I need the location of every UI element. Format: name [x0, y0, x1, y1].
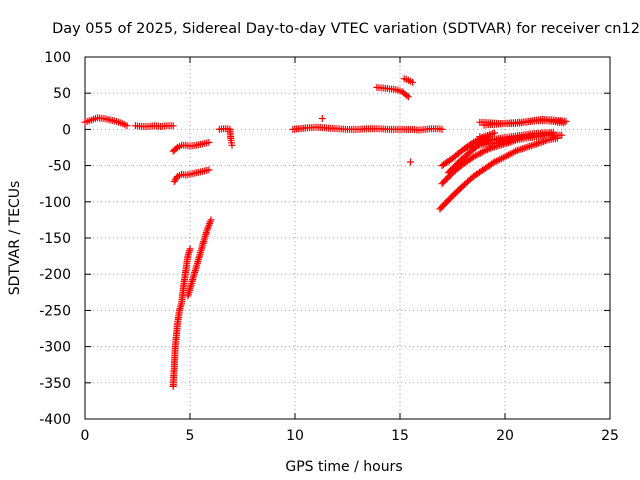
data-point-evening-f5 [547, 129, 555, 137]
y-tick-label: 100 [44, 50, 71, 66]
data-point-evening-f3 [491, 129, 498, 137]
y-tick-label: -300 [39, 340, 71, 356]
y-tick-label: -350 [39, 376, 71, 392]
data-point-evening-f2 [485, 145, 493, 153]
data-point-recovery [207, 216, 215, 224]
data-point-spike-low [407, 158, 414, 166]
data-point-track-b [205, 166, 213, 174]
y-tick-label: 0 [62, 122, 71, 138]
data-point-late-band-2 [560, 119, 568, 127]
x-tick-label: 15 [391, 428, 409, 444]
data-point-evening-f1 [496, 155, 504, 163]
data-point-band-6-7h [228, 141, 236, 149]
data-point-evening-f2 [478, 148, 486, 156]
y-tick-label: -250 [39, 303, 71, 319]
y-tick-label: 50 [53, 86, 71, 102]
y-axis-label: SDTVAR / TECUs [7, 181, 23, 296]
data-point-afternoon-band [438, 125, 446, 133]
data-point-hump [404, 93, 412, 101]
data-point-steep-drop [186, 245, 194, 253]
data-point-evening-f2 [558, 131, 566, 139]
chart-title: Day 055 of 2025, Sidereal Day-to-day VTE… [52, 21, 640, 37]
data-points [81, 75, 570, 390]
data-point-evening-f1 [492, 157, 500, 165]
x-tick-label: 20 [496, 428, 514, 444]
x-tick-label: 5 [186, 428, 195, 444]
data-point-band-2-5h [169, 122, 177, 130]
x-tick-label: 0 [81, 428, 90, 444]
grid-lines [85, 57, 610, 419]
y-tick-label: -50 [48, 159, 71, 175]
y-tick-label: -100 [39, 195, 71, 211]
x-axis-label: GPS time / hours [285, 459, 402, 475]
data-point-evening-f1 [510, 148, 518, 156]
y-tick-label: -400 [39, 412, 71, 428]
data-point-outlier-high [318, 115, 326, 122]
data-point-evening-f6 [526, 131, 534, 139]
data-point-evening-f2 [482, 146, 490, 154]
data-point-track-a [205, 138, 213, 146]
x-tick-label: 25 [601, 428, 619, 444]
y-tick-label: -150 [39, 231, 71, 247]
axis-ticks: 0 5 10 15 20 25 100 50 0 -50 -100 -150 -200 -250 -300 -… [39, 50, 619, 444]
data-point-spike-high [409, 78, 417, 86]
data-point-early-band [123, 122, 131, 130]
y-tick-label: -200 [39, 267, 71, 283]
data-point-hump [403, 92, 411, 100]
x-tick-label: 10 [286, 428, 304, 444]
